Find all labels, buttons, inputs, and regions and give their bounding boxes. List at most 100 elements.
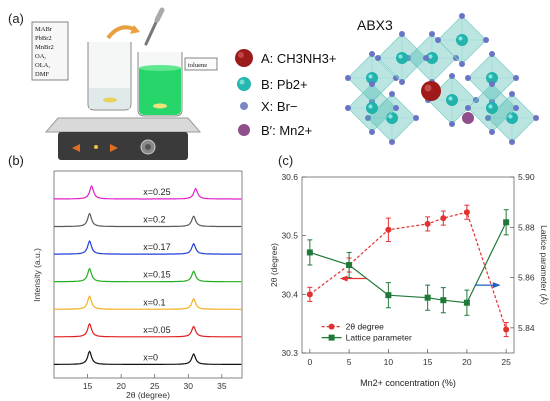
br-ion (345, 75, 351, 81)
xrd-xtick-label: 35 (217, 381, 227, 391)
legend-label: Lattice parameter (346, 333, 412, 343)
lattice-series-line (309, 211, 507, 330)
lattice-xtick-label: 5 (347, 357, 352, 367)
lattice-ylabel-left: 2θ (degree) (269, 243, 279, 287)
legend-text-b: B: Pb2+ (261, 77, 308, 92)
lattice-ytick-right-label: 5.84 (518, 323, 535, 333)
br-ion (465, 105, 471, 111)
lattice-chart: 2θ (degree) Lattice parameter (Å) Mn2+ c… (269, 172, 549, 388)
xrd-curve (54, 322, 242, 338)
lattice-plot-frame (301, 176, 515, 354)
br-ion (485, 115, 491, 121)
lattice-xtick-label: 25 (501, 357, 511, 367)
lattice-series-line (309, 221, 507, 304)
xrd-series-label: x=0 (143, 352, 158, 362)
xrd-series-label: x=0.17 (143, 242, 170, 252)
br-ion (345, 105, 351, 111)
br-ion (509, 139, 515, 145)
xrd-curve (54, 350, 242, 365)
panel-label-c: (c) (278, 153, 293, 168)
synthesis-setup: MABr PbBr2 MnBr2 OA, OLA, DMF toluene (31, 7, 218, 160)
br-ion (399, 31, 405, 37)
lattice-ylabel-right: Lattice parameter (Å) (539, 225, 549, 305)
br-ion (369, 129, 375, 135)
br-ion (509, 91, 515, 97)
lattice-point (440, 215, 447, 222)
pb-ion (446, 94, 458, 106)
xrd-series-label: x=0.25 (143, 187, 170, 197)
lattice-point (385, 226, 392, 233)
xrd-xtick-label: 30 (184, 381, 194, 391)
xrd-curve (54, 184, 242, 200)
structure-legend: A: CH3NH3+ B: Pb2+ X: Br− B′: Mn2+ (235, 49, 337, 138)
br-ion (449, 73, 455, 79)
structure-formula: ABX3 (357, 17, 393, 33)
crystal-structure (345, 13, 539, 145)
lattice-xtick-label: 20 (462, 357, 472, 367)
legend-marker (328, 323, 335, 330)
lattice-point (463, 209, 470, 216)
br-ion (513, 105, 519, 111)
xrd-curve (54, 240, 242, 255)
xrd-series-label: x=0.05 (143, 325, 170, 335)
legend-dot-a (235, 49, 253, 67)
lattice-point (306, 249, 313, 256)
xrd-curve (54, 267, 242, 283)
xrd-xtick-label: 25 (150, 381, 160, 391)
xrd-xlabel: 2θ (degree) (126, 390, 170, 400)
xrd-xtick-label: 20 (116, 381, 126, 391)
xrd-curve (54, 212, 242, 228)
lattice-point (440, 297, 447, 304)
lattice-point (503, 326, 510, 333)
xrd-ylabel: Intensity (a.u.) (32, 248, 42, 302)
br-ion (513, 75, 519, 81)
hotplate-indicator-left (72, 144, 80, 152)
br-ion (399, 79, 405, 85)
panel-label-a: (a) (8, 11, 24, 26)
br-ion (489, 129, 495, 135)
pb-ion (486, 72, 498, 84)
xrd-curve (54, 295, 242, 310)
lattice-point (463, 299, 470, 306)
lattice-ytick-left-label: 30.3 (281, 348, 298, 358)
br-ion (435, 37, 441, 43)
lattice-ytick-left-label: 30.6 (281, 172, 298, 182)
br-ion (369, 81, 375, 87)
xrd-xtick-label: 15 (83, 381, 93, 391)
precursor-note (31, 21, 69, 81)
pipette (144, 16, 160, 46)
lattice-ytick-right-label: 5.86 (518, 273, 535, 283)
hotplate-body (58, 132, 188, 160)
pb-ion (396, 52, 408, 64)
xrd-series-label: x=0.15 (143, 270, 170, 280)
lattice-ytick-left-label: 30.5 (281, 231, 298, 241)
lattice-xtick-label: 10 (384, 357, 394, 367)
br-ion (393, 105, 399, 111)
legend-dot-x (240, 102, 248, 110)
legend-dot-b (237, 77, 251, 91)
toluene-tag (184, 57, 218, 71)
lattice-point (424, 294, 431, 301)
xrd-series-label: x=0.1 (143, 297, 165, 307)
mn-ion (462, 112, 474, 124)
br-ion (489, 51, 495, 57)
lattice-xlabel: Mn2+ concentration (%) (360, 378, 456, 388)
lattice-point (424, 220, 431, 227)
xrd-chart: Intensity (a.u.) 2θ (degree) 15 20 25 30 35 x… (32, 170, 243, 400)
precursor-line: MABr (35, 26, 53, 33)
panel-label-b: (b) (8, 153, 24, 168)
br-ion (423, 55, 429, 61)
lattice-point (385, 292, 392, 299)
lattice-ytick-right-label: 5.88 (518, 222, 535, 232)
br-ion (413, 115, 419, 121)
xrd-series-label: x=0.2 (143, 215, 165, 225)
pb-ion (366, 102, 378, 114)
br-ion (459, 13, 465, 19)
lattice-point (306, 291, 313, 298)
br-ion (533, 115, 539, 121)
br-ion (369, 51, 375, 57)
br-ion (389, 139, 395, 145)
precursor-line: OA, (35, 53, 46, 60)
br-ion (429, 31, 435, 37)
